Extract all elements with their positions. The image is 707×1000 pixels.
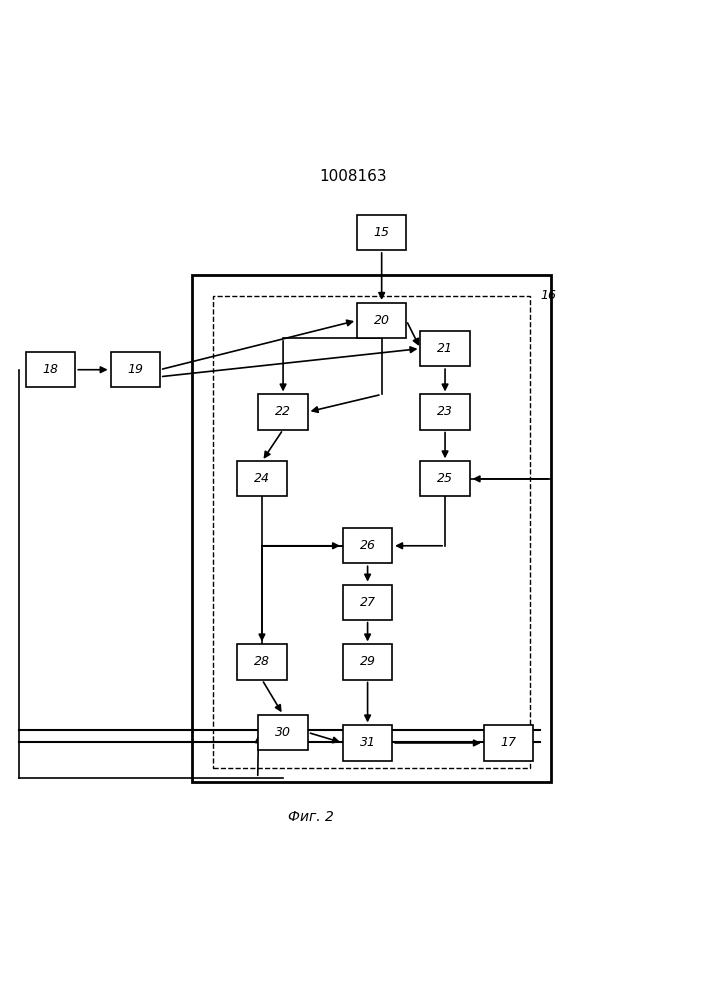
FancyBboxPatch shape bbox=[357, 303, 407, 338]
Text: 27: 27 bbox=[360, 596, 375, 609]
Text: 15: 15 bbox=[374, 226, 390, 239]
FancyBboxPatch shape bbox=[357, 215, 407, 250]
FancyBboxPatch shape bbox=[421, 461, 469, 496]
FancyBboxPatch shape bbox=[343, 528, 392, 563]
Bar bbox=[213, 296, 530, 768]
FancyBboxPatch shape bbox=[110, 352, 160, 387]
Text: Фиг. 2: Фиг. 2 bbox=[288, 810, 334, 824]
Text: 19: 19 bbox=[127, 363, 144, 376]
Text: 16: 16 bbox=[540, 289, 556, 302]
FancyBboxPatch shape bbox=[26, 352, 76, 387]
Text: 24: 24 bbox=[254, 472, 270, 485]
FancyBboxPatch shape bbox=[238, 461, 286, 496]
FancyBboxPatch shape bbox=[421, 331, 469, 366]
FancyBboxPatch shape bbox=[259, 394, 308, 430]
Text: 30: 30 bbox=[275, 726, 291, 739]
FancyBboxPatch shape bbox=[343, 644, 392, 680]
Text: 31: 31 bbox=[360, 736, 375, 749]
Text: 22: 22 bbox=[275, 405, 291, 418]
FancyBboxPatch shape bbox=[343, 725, 392, 761]
Bar bbox=[192, 275, 551, 782]
FancyBboxPatch shape bbox=[259, 715, 308, 750]
FancyBboxPatch shape bbox=[343, 585, 392, 620]
Text: 17: 17 bbox=[501, 736, 516, 749]
Text: 21: 21 bbox=[437, 342, 453, 355]
Text: 23: 23 bbox=[437, 405, 453, 418]
Text: 20: 20 bbox=[374, 314, 390, 327]
FancyBboxPatch shape bbox=[484, 725, 533, 761]
FancyBboxPatch shape bbox=[421, 394, 469, 430]
Text: 1008163: 1008163 bbox=[320, 169, 387, 184]
Text: 25: 25 bbox=[437, 472, 453, 485]
Text: 26: 26 bbox=[360, 539, 375, 552]
Text: 18: 18 bbox=[42, 363, 59, 376]
FancyBboxPatch shape bbox=[238, 644, 286, 680]
Text: 28: 28 bbox=[254, 655, 270, 668]
Text: 29: 29 bbox=[360, 655, 375, 668]
